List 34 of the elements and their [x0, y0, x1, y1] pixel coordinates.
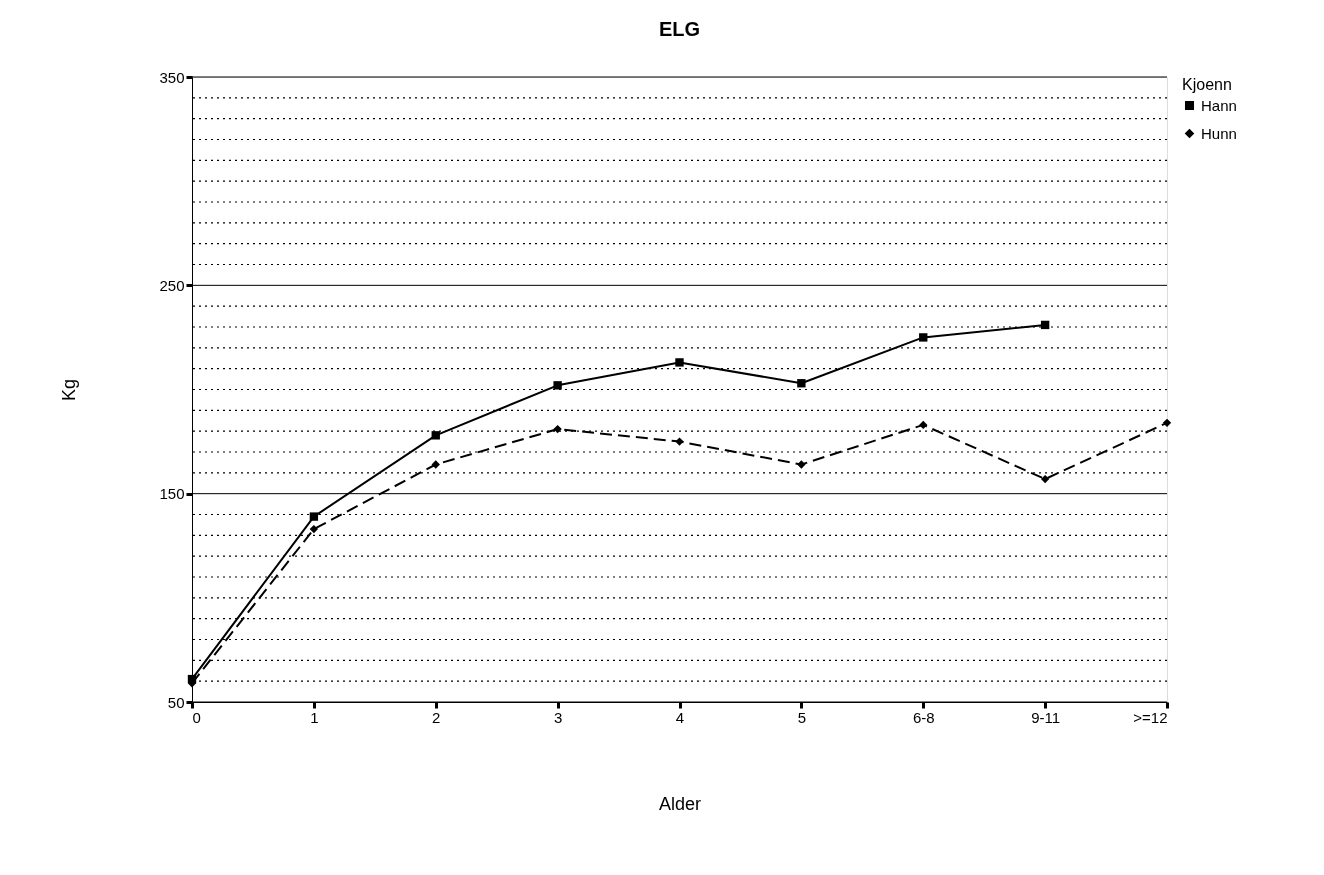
point — [919, 333, 928, 342]
y-axis-title: Kg — [59, 378, 80, 402]
legend-label: Hunn — [1201, 124, 1237, 142]
x-tick-label: 9-11 — [1031, 708, 1061, 726]
legend-label: Hann — [1201, 96, 1237, 114]
x-axis-title: Alder — [658, 793, 702, 814]
point — [431, 460, 440, 469]
point — [431, 431, 440, 440]
point — [675, 358, 684, 367]
point — [797, 379, 806, 388]
x-tick-label: 1 — [310, 708, 319, 726]
point — [797, 460, 806, 469]
chart-title: ELG — [658, 18, 701, 40]
point — [309, 524, 319, 534]
y-tick-label: 350 — [159, 68, 185, 86]
point — [675, 437, 684, 446]
x-tick-label: >=12 — [1133, 708, 1168, 726]
x-tick-label: 3 — [553, 708, 563, 726]
point — [553, 424, 562, 434]
x-tick-label: 5 — [797, 708, 807, 726]
x-tick-label: 0 — [192, 708, 201, 726]
point — [919, 420, 928, 430]
x-tick-label: 4 — [675, 708, 685, 726]
point — [1162, 418, 1172, 428]
point — [1040, 320, 1050, 330]
point — [553, 381, 562, 390]
y-tick-label: 50 — [167, 693, 185, 711]
legend-title: Kjoenn — [1182, 76, 1232, 93]
y-tick-label: 150 — [159, 485, 185, 503]
point — [1040, 474, 1050, 484]
y-tick-label: 250 — [159, 276, 185, 294]
point — [309, 512, 319, 521]
x-tick-label: 2 — [432, 708, 441, 726]
x-tick-label: 6-8 — [912, 708, 935, 726]
